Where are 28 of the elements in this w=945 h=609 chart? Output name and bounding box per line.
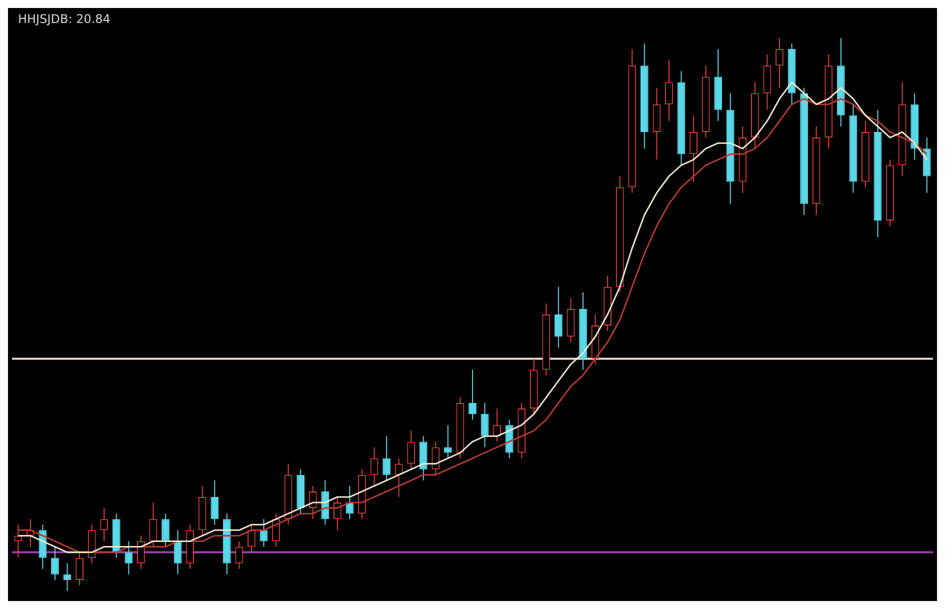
candlestick <box>260 518 268 548</box>
candlestick <box>308 485 317 520</box>
candlestick <box>776 38 784 88</box>
candlestick <box>174 530 182 575</box>
candlestick <box>124 540 133 575</box>
candlestick <box>554 286 562 348</box>
candlestick <box>235 540 244 570</box>
candlestick <box>690 114 698 182</box>
candlestick <box>248 524 256 553</box>
candlestick <box>432 441 440 476</box>
text: HHJSJDB: 20.84 <box>18 12 110 26</box>
candlestick <box>14 524 22 558</box>
candlestick <box>162 513 170 548</box>
candlestick <box>382 436 390 481</box>
candlestick <box>149 502 158 548</box>
candlestick <box>665 60 673 122</box>
candlestick <box>63 562 72 592</box>
candlestick <box>76 552 84 586</box>
candlestick <box>333 496 342 531</box>
candlestick <box>480 402 489 448</box>
candlestick <box>210 480 219 526</box>
candlestick <box>407 430 416 470</box>
candlestick <box>346 485 354 520</box>
candlestick <box>51 546 59 580</box>
candlestick <box>370 446 378 486</box>
candlestick <box>272 513 280 548</box>
candlestick <box>137 535 145 570</box>
candlestick <box>444 424 452 459</box>
